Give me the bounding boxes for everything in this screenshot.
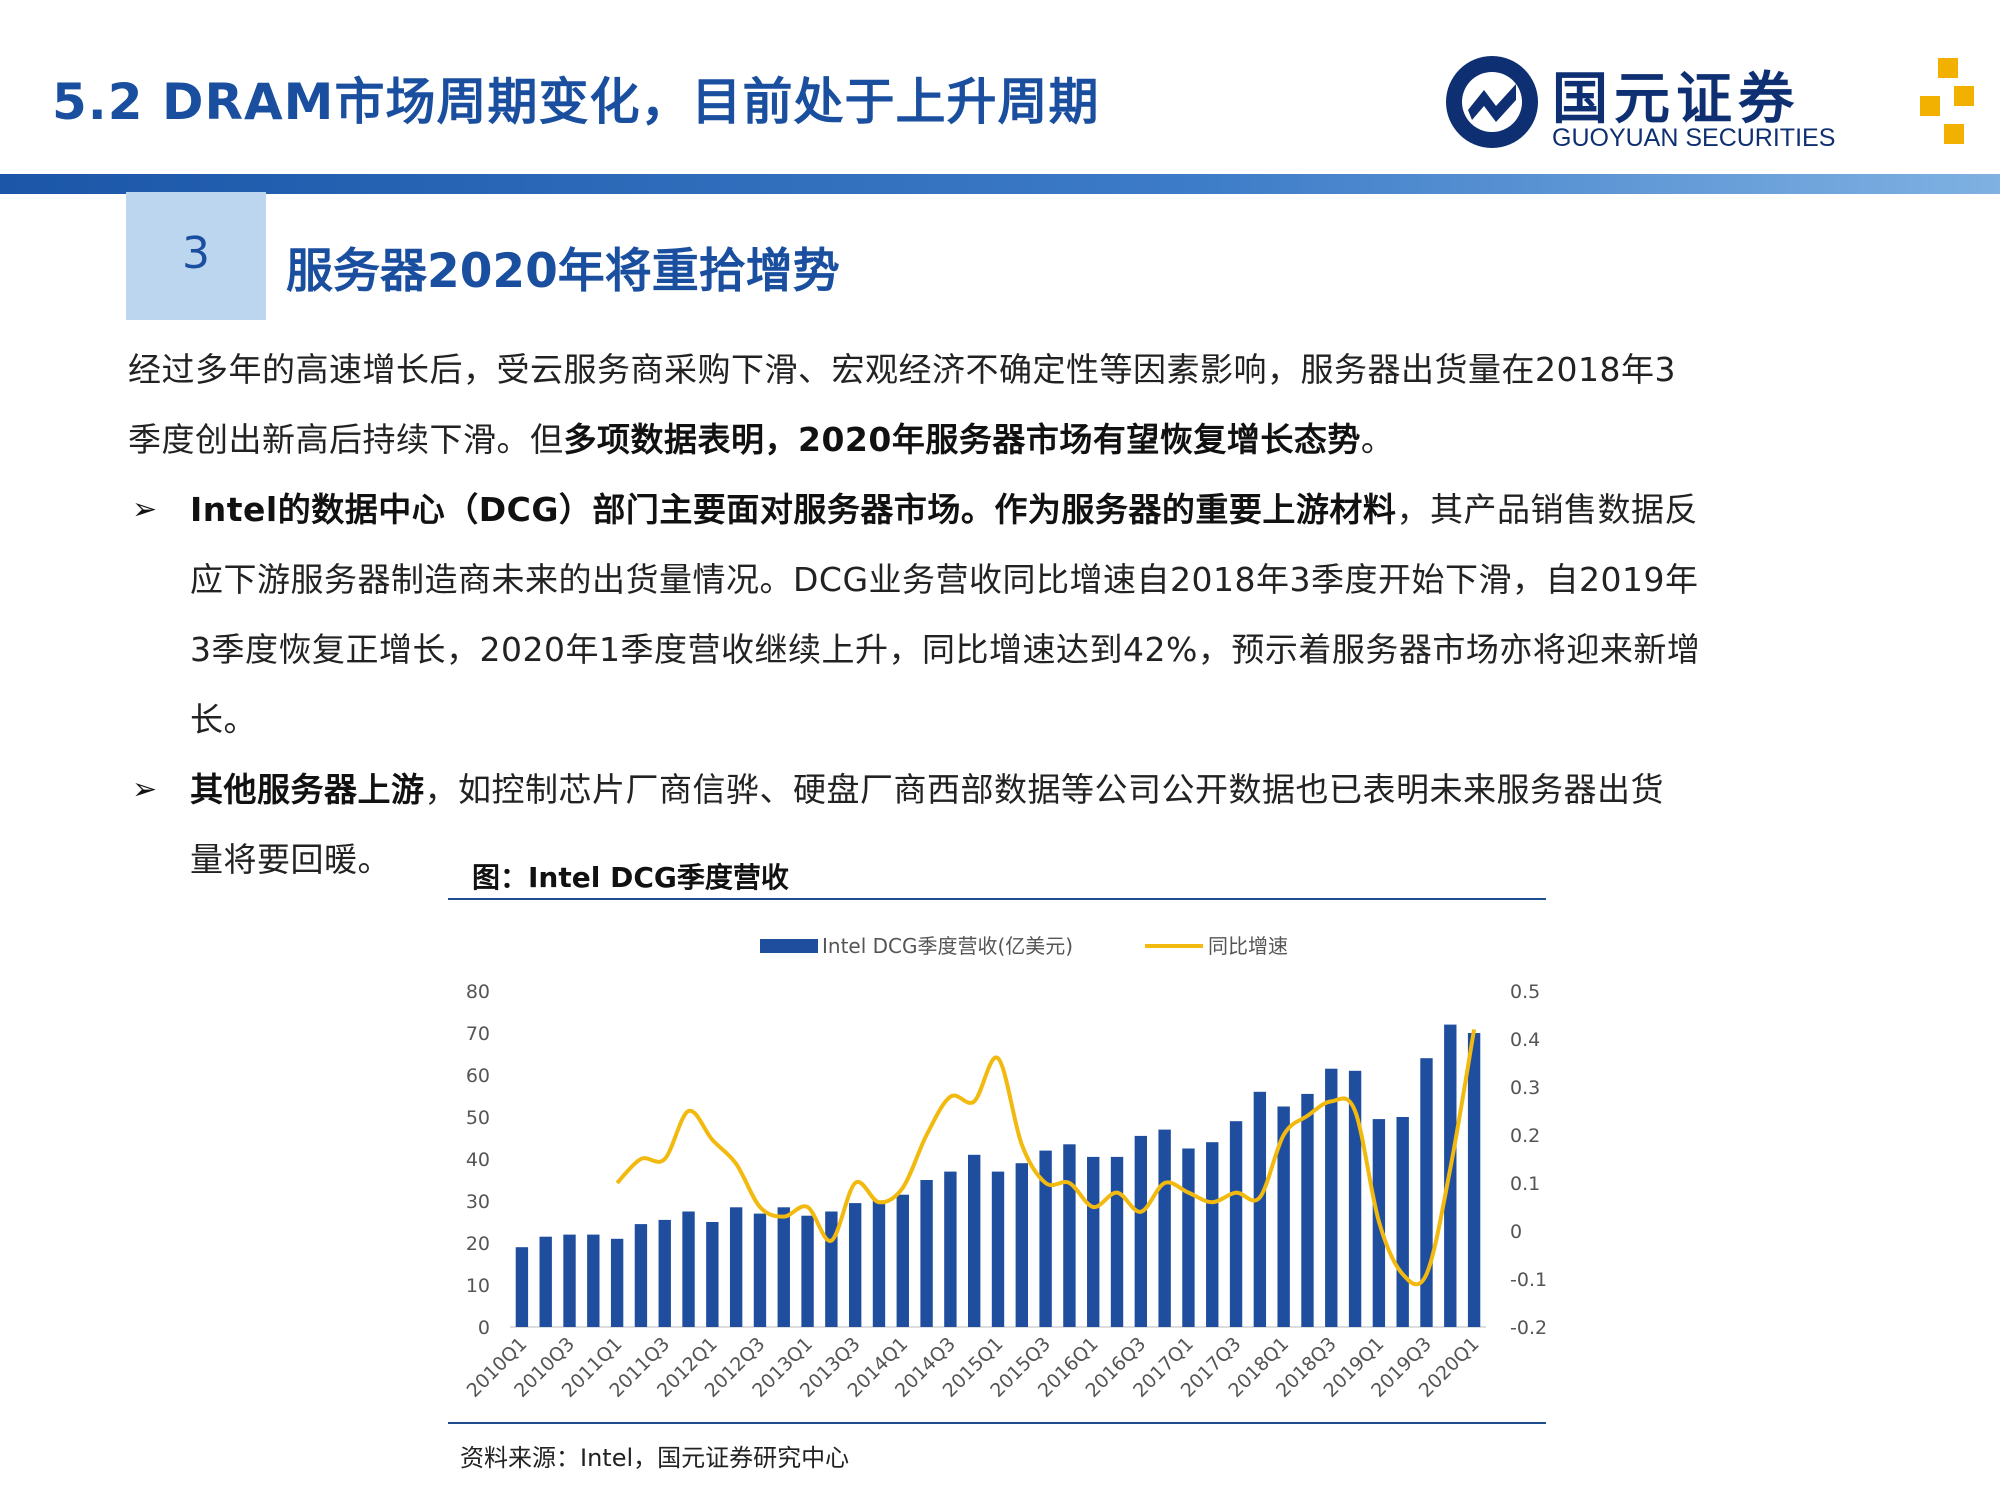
bullet-2-line-2: 量将要回暖。 [190,840,391,879]
bar-2017Q1 [1182,1148,1195,1327]
y-right-tick-label: 0.4 [1510,1029,1540,1051]
y-left-tick-label: 50 [466,1107,490,1129]
y-left-tick-label: 20 [466,1233,490,1255]
y-left-tick-label: 60 [466,1065,490,1087]
bar-2016Q4 [1158,1129,1171,1327]
bar-2011Q4 [682,1211,695,1327]
bar-2019Q2 [1396,1117,1409,1327]
bar-2015Q4 [1063,1144,1076,1327]
legend-label-bar: Intel DCG季度营收(亿美元) [822,934,1073,958]
intro-line-2-plain: 季度创出新高后持续下滑。但 [128,420,564,459]
bar-2015Q2 [1015,1163,1028,1327]
bar-2018Q3 [1325,1068,1338,1327]
bullet-2-line-1: 其他服务器上游，如控制芯片厂商信骅、硬盘厂商西部数据等公司公开数据也已表明未来服… [190,770,1664,810]
bar-2013Q2 [825,1211,838,1327]
intro-line-2-end: 。 [1360,420,1395,459]
figure-caption: 图：Intel DCG季度营收 [472,861,789,894]
y-left-tick-label: 70 [466,1023,490,1045]
bar-2016Q3 [1134,1135,1148,1327]
bar-2010Q4 [587,1234,600,1327]
bar-2016Q1 [1087,1156,1100,1327]
bullet-1-line-3: 3季度恢复正增长，2020年1季度营收继续上升，同比增速达到42%，预示着服务器… [190,630,1701,669]
bar-2019Q3 [1420,1058,1433,1327]
bar-2015Q3 [1039,1150,1052,1327]
figure-top-rule [448,898,1546,900]
bar-2011Q2 [634,1224,648,1327]
bar-2014Q2 [920,1180,933,1327]
bullet-1-line-2: 应下游服务器制造商未来的出货量情况。DCG业务营收同比增速自2018年3季度开始… [190,560,1699,599]
bullet-arrow-icon: ➢ [132,772,158,807]
page-title: 5.2 DRAM市场周期变化，目前处于上升周期 [52,73,1100,131]
intro-line-1: 经过多年的高速增长后，受云服务商采购下滑、宏观经济不确定性等因素影响，服务器出货… [128,350,1676,389]
bar-2013Q1 [801,1215,814,1327]
y-left-tick-label: 0 [478,1317,490,1339]
bar-2014Q1 [896,1194,909,1327]
bar-2011Q1 [610,1238,624,1327]
series-line-yoy-growth [615,1029,1477,1287]
bar-2011Q3 [658,1219,671,1327]
bar-2012Q3 [753,1213,767,1327]
bar-2014Q3 [944,1171,957,1327]
bar-2018Q4 [1348,1070,1362,1327]
guoyuan-logo: 国元证券 GUOYUAN SECURITIES [1440,50,1980,160]
bar-2012Q4 [777,1207,790,1327]
bar-2012Q1 [706,1222,719,1327]
bar-2010Q3 [563,1234,576,1327]
intro-line-2: 季度创出新高后持续下滑。但多项数据表明，2020年服务器市场有望恢复增长态势。 [128,420,1394,460]
y-right-tick-label: -0.2 [1510,1317,1547,1339]
bar-2018Q1 [1277,1106,1290,1327]
bullet-1-line-1: Intel的数据中心（DCG）部门主要面对服务器市场。作为服务器的重要上游材料，… [190,490,1698,530]
y-right-tick-label: 0 [1510,1221,1522,1243]
bar-2017Q3 [1229,1121,1243,1327]
bar-2018Q2 [1301,1093,1314,1327]
intel-dcg-chart: 0 10 20 30 40 50 60 70 80 -0.2 -0.1 0 0.1 0.2 0.3 0.4 0.… [463,934,1548,1402]
bullet-2-bold: 其他服务器上游 [190,770,425,809]
bar-2012Q2 [729,1207,743,1327]
y-right-tick-label: 0.3 [1510,1077,1540,1099]
legend-swatch-bar [760,939,818,953]
y-left-tick-label: 10 [466,1275,490,1297]
y-left-tick-label: 30 [466,1191,490,1213]
y-right-tick-label: 0.2 [1510,1125,1540,1147]
bullet-1-line-4: 长。 [190,700,257,739]
logo-name-en: GUOYUAN SECURITIES [1552,124,1836,152]
logo-diamond-icon [1920,58,1974,144]
bar-2013Q3 [848,1203,862,1327]
y-right-tick-label: 0.1 [1510,1173,1540,1195]
bar-2013Q4 [872,1201,886,1327]
bar-2020Q1 [1467,1033,1481,1327]
section-title: 服务器2020年将重拾增势 [286,244,840,299]
section-number-box [126,192,266,320]
bar-2017Q4 [1253,1091,1267,1327]
section-number: 3 [182,228,210,279]
figure-source: 资料来源：Intel，国元证券研究中心 [460,1444,850,1472]
y-left-tick-label: 80 [466,981,490,1003]
y-left-tick-label: 40 [466,1149,490,1171]
header-divider-bar [0,174,2000,194]
y-right-tick-label: -0.1 [1510,1269,1547,1291]
bar-2016Q2 [1110,1156,1124,1327]
figure-bottom-rule [448,1422,1546,1424]
bullet-arrow-icon: ➢ [132,492,158,527]
bullet-1-bold: Intel的数据中心（DCG）部门主要面对服务器市场。作为服务器的重要上游材料 [190,490,1397,529]
logo-name-cn: 国元证券 [1552,67,1800,132]
bar-2010Q2 [539,1236,552,1327]
y-right-tick-label: 0.5 [1510,981,1540,1003]
intro-line-2-bold: 多项数据表明，2020年服务器市场有望恢复增长态势 [563,420,1361,459]
bar-2017Q2 [1206,1142,1219,1327]
logo-emblem-icon [1446,56,1538,148]
legend-label-line: 同比增速 [1208,934,1288,958]
bar-2015Q1 [991,1171,1005,1327]
bar-2010Q1 [515,1247,529,1327]
bullet-1-rest: ，其产品销售数据反 [1396,490,1698,529]
bullet-2-rest: ，如控制芯片厂商信骅、硬盘厂商西部数据等公司公开数据也已表明未来服务器出货 [424,770,1664,809]
bar-2014Q4 [968,1154,981,1327]
